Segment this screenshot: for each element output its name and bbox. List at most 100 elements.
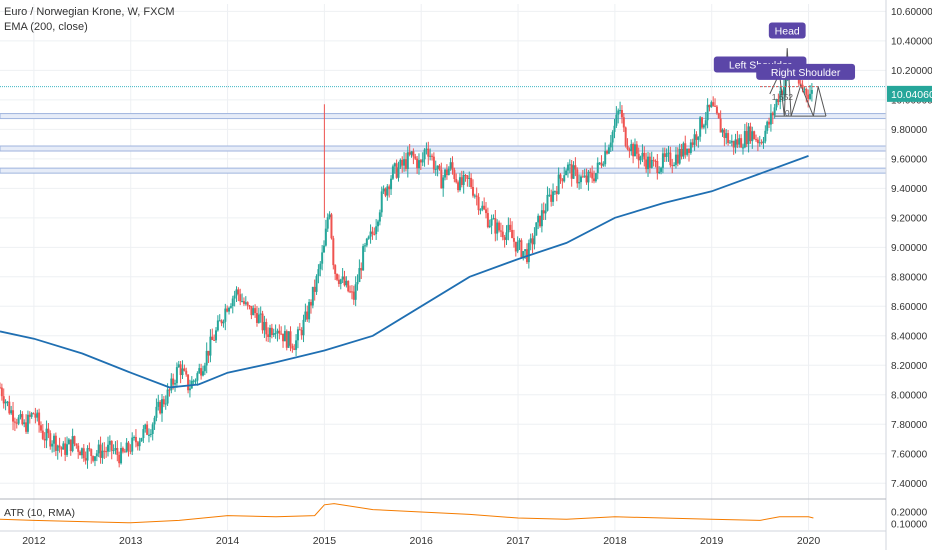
candle-body (747, 126, 750, 145)
candle-body (233, 295, 236, 299)
candle-body (468, 177, 471, 179)
candle-body (369, 231, 372, 237)
candle-body (226, 308, 229, 312)
candle-body (73, 436, 76, 444)
callout-label: Head (775, 26, 800, 38)
candle-body (458, 177, 461, 191)
candle-body (397, 167, 400, 178)
candle-body (427, 148, 430, 157)
candle-body (388, 186, 391, 190)
candle-body (596, 162, 599, 174)
candle-body (641, 152, 644, 157)
candle-body (574, 165, 577, 170)
candle-body (453, 169, 456, 180)
candle-body (753, 131, 756, 140)
candle-body (667, 152, 670, 154)
candle-body (367, 236, 370, 239)
price-tick-label: 10.60000 (891, 7, 932, 18)
candle-body (395, 163, 398, 178)
candle-body (769, 112, 772, 125)
candle-body (578, 182, 581, 184)
candle-body (324, 228, 327, 246)
candle-body (269, 327, 272, 337)
candle-body (423, 149, 426, 160)
candle-body (730, 140, 733, 143)
candle-body (712, 102, 715, 106)
symbol-title: Euro / Norwegian Krone, W, FXCM (4, 6, 175, 18)
candle-body (67, 439, 70, 445)
candle-body (732, 140, 735, 148)
candle-body (107, 444, 110, 452)
candle-body (53, 435, 56, 444)
candle-body (393, 163, 396, 167)
candle-body (93, 456, 96, 461)
candle-body (112, 450, 115, 452)
candle-body (619, 110, 622, 112)
candle-body (661, 153, 664, 168)
candle-body (503, 237, 506, 240)
candle-body (257, 314, 260, 323)
candle-body (609, 142, 612, 148)
callout-box (756, 63, 856, 80)
candle-body (349, 291, 352, 293)
candle-body (246, 302, 249, 306)
candle-body (615, 114, 618, 126)
candle-body (239, 294, 242, 302)
candle-body (650, 159, 653, 168)
candle-body (589, 171, 592, 173)
candle-body (26, 414, 29, 432)
candle-body (222, 321, 225, 324)
support-band (0, 145, 887, 152)
candle-body (695, 134, 698, 140)
candle-body (43, 438, 46, 441)
grid-layer (0, 4, 886, 530)
candles-layer (0, 57, 813, 469)
candle-body (129, 450, 132, 452)
candle-body (807, 94, 810, 99)
candle-body (546, 194, 549, 211)
candle-body (511, 229, 514, 239)
candle-body (321, 252, 324, 264)
candle-body (710, 102, 713, 108)
candle-body (289, 331, 292, 346)
candle-body (15, 422, 18, 424)
candle-body (34, 413, 37, 418)
candle-body (660, 167, 663, 172)
candle-body (432, 156, 435, 170)
candle-body (386, 186, 389, 196)
callout-box (768, 22, 806, 39)
candle-body (244, 302, 247, 304)
candle-body (75, 443, 78, 446)
candle-body (207, 350, 210, 356)
candle-body (620, 110, 623, 118)
candle-body (451, 162, 454, 170)
candle-body (406, 152, 409, 169)
candle-body (401, 159, 404, 166)
candle-body (702, 125, 705, 128)
candle-body (630, 144, 633, 152)
candle-body (39, 425, 42, 431)
candle-body (159, 401, 162, 414)
candle-body (438, 165, 441, 170)
candle-body (682, 143, 685, 157)
price-tick-label: 9.40000 (891, 184, 928, 195)
candle-body (308, 302, 311, 320)
time-tick-label: 2020 (797, 535, 821, 547)
candle-body (771, 112, 774, 116)
price-tick-label: 10.20000 (891, 66, 932, 77)
candle-body (0, 387, 3, 397)
candle-body (475, 195, 478, 197)
candle-body (311, 286, 314, 306)
candle-body (429, 155, 432, 157)
candle-body (419, 160, 422, 163)
candle-body (241, 301, 244, 303)
candle-body (803, 88, 806, 90)
candle-body (69, 439, 72, 452)
candle-body (103, 450, 106, 452)
candle-body (95, 453, 98, 457)
candle-body (505, 232, 508, 240)
candle-body (457, 182, 460, 191)
candle-body (142, 429, 145, 439)
candle-body (175, 367, 178, 384)
